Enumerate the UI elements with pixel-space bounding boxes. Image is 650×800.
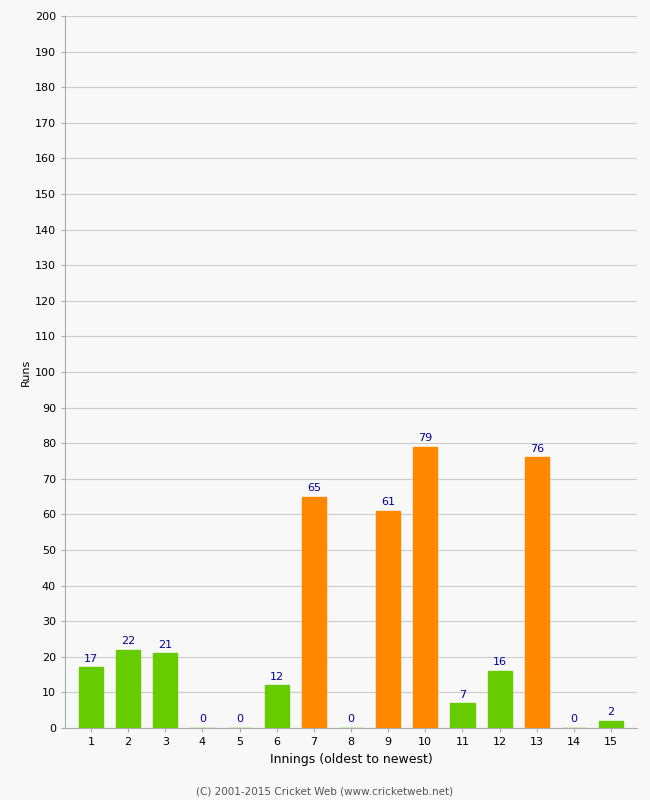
Text: 0: 0 xyxy=(199,714,206,725)
Text: 2: 2 xyxy=(608,707,614,718)
Bar xyxy=(376,511,400,728)
Bar xyxy=(488,671,512,728)
Text: 12: 12 xyxy=(270,672,284,682)
Bar xyxy=(599,721,623,728)
Text: 7: 7 xyxy=(459,690,466,699)
Bar xyxy=(302,497,326,728)
Bar xyxy=(153,654,177,728)
Bar xyxy=(79,667,103,728)
Text: 65: 65 xyxy=(307,483,321,493)
Text: 0: 0 xyxy=(236,714,243,725)
Text: 79: 79 xyxy=(418,434,432,443)
Text: 17: 17 xyxy=(84,654,98,664)
Y-axis label: Runs: Runs xyxy=(21,358,31,386)
Text: 16: 16 xyxy=(493,658,506,667)
Text: (C) 2001-2015 Cricket Web (www.cricketweb.net): (C) 2001-2015 Cricket Web (www.cricketwe… xyxy=(196,786,454,796)
Bar xyxy=(116,650,140,728)
Text: 0: 0 xyxy=(570,714,577,725)
Text: 61: 61 xyxy=(381,498,395,507)
X-axis label: Innings (oldest to newest): Innings (oldest to newest) xyxy=(270,753,432,766)
Text: 0: 0 xyxy=(348,714,354,725)
Bar xyxy=(525,458,549,728)
Bar xyxy=(413,446,437,728)
Text: 76: 76 xyxy=(530,444,544,454)
Bar xyxy=(265,686,289,728)
Text: 21: 21 xyxy=(158,640,172,650)
Text: 22: 22 xyxy=(121,636,135,646)
Bar xyxy=(450,703,474,728)
